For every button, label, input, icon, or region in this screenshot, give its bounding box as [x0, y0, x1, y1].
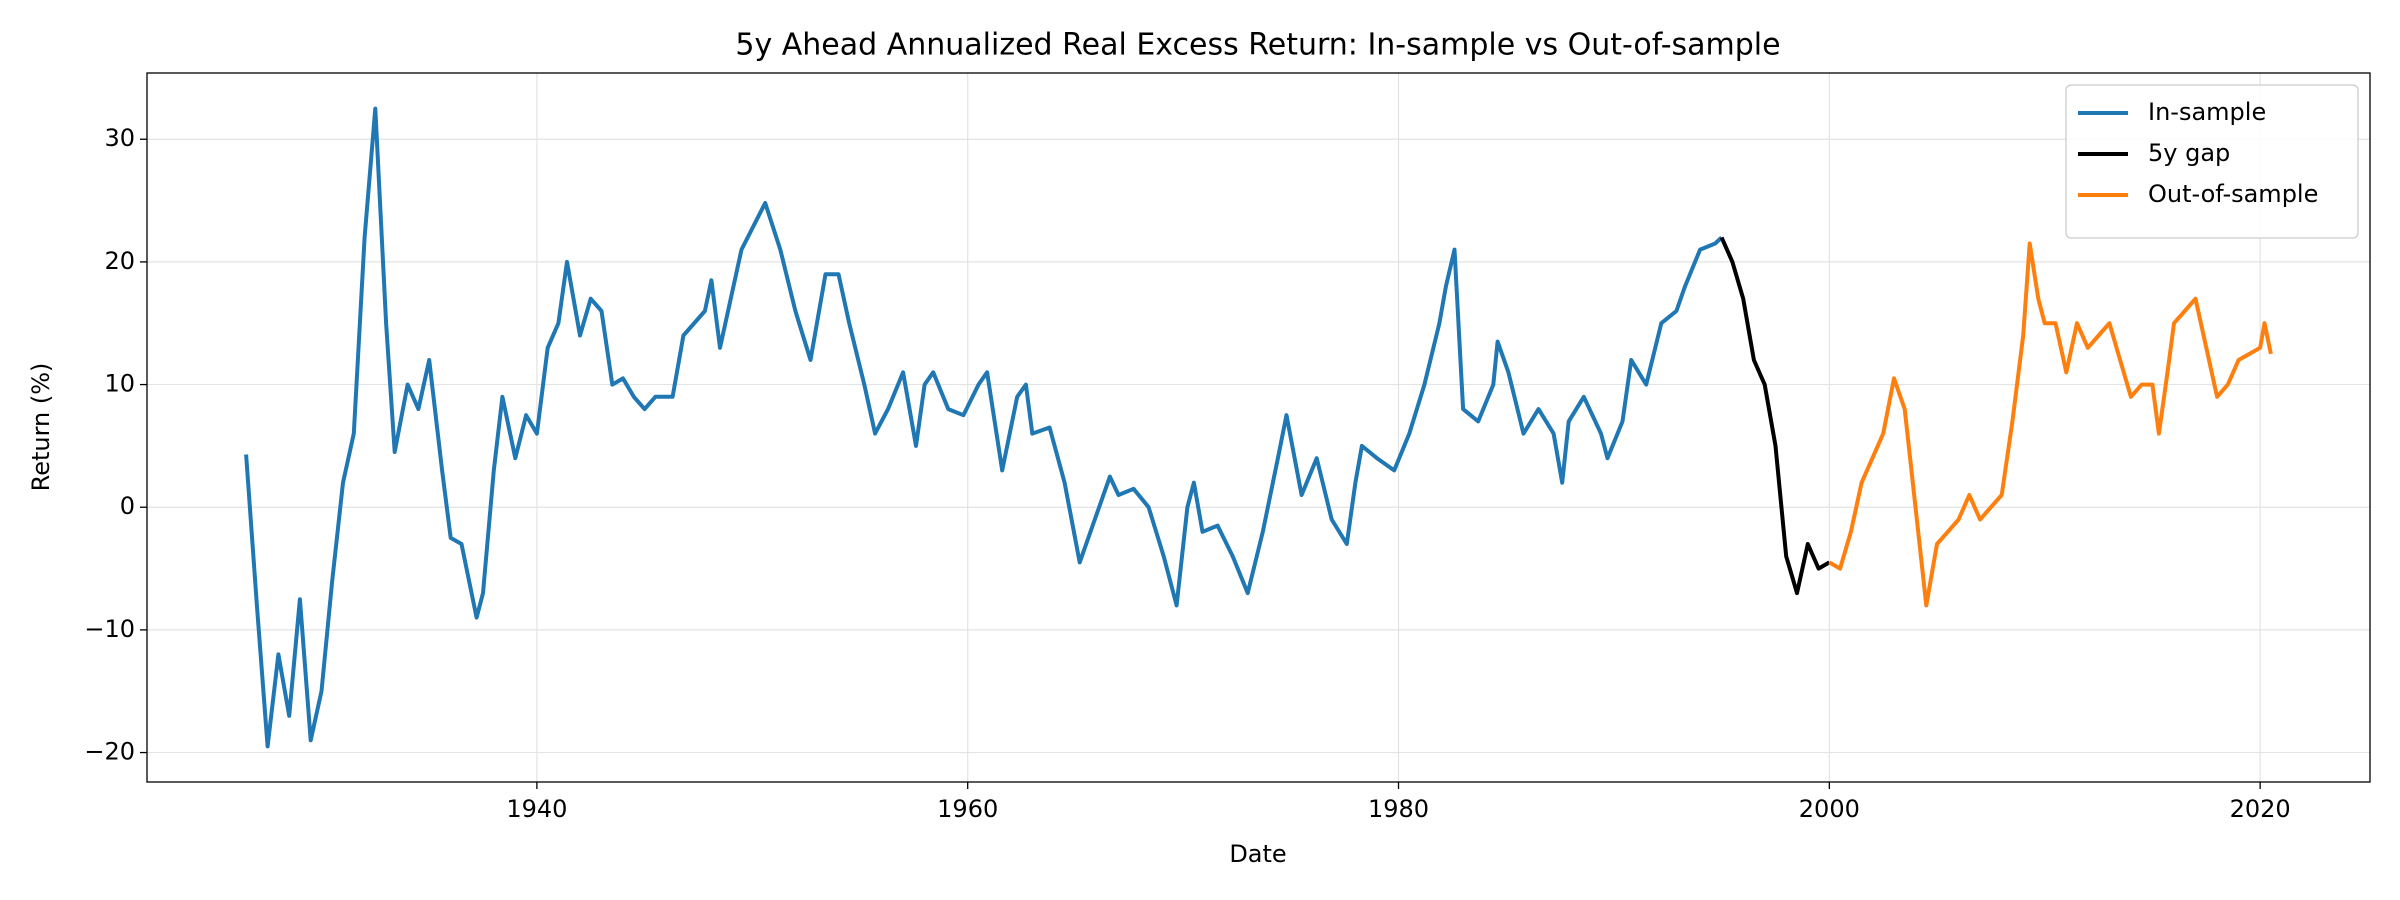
legend-box [2065, 84, 2359, 239]
y-tick-label: −20 [84, 738, 135, 766]
y-axis-label: Return (%) [27, 363, 55, 492]
line-series [1719, 236, 1831, 596]
x-tick-label: 2020 [2230, 795, 2291, 823]
y-tick-label: 10 [104, 370, 135, 398]
x-axis-label: Date [1229, 840, 1286, 868]
plot-frame [146, 72, 2371, 783]
chart-title: 5y Ahead Annualized Real Excess Return: … [735, 28, 1780, 63]
x-tick-label: 2000 [1799, 795, 1860, 823]
x-tick-label: 1980 [1368, 795, 1429, 823]
y-tick-label: −10 [84, 615, 135, 643]
x-tick-label: 1960 [937, 795, 998, 823]
legend-label: 5y gap [2148, 139, 2230, 167]
x-tick-label: 1940 [506, 795, 567, 823]
legend: In-sample 5y gap Out-of-sample [2065, 84, 2359, 239]
y-tick-label: 20 [104, 247, 135, 275]
y-tick-label: 0 [120, 492, 135, 520]
grid [147, 73, 2370, 782]
legend-label: Out-of-sample [2148, 180, 2318, 208]
line-series [244, 106, 1723, 749]
y-tick-label: 30 [104, 124, 135, 152]
legend-label: In-sample [2148, 98, 2266, 126]
line-series [1828, 241, 2273, 608]
